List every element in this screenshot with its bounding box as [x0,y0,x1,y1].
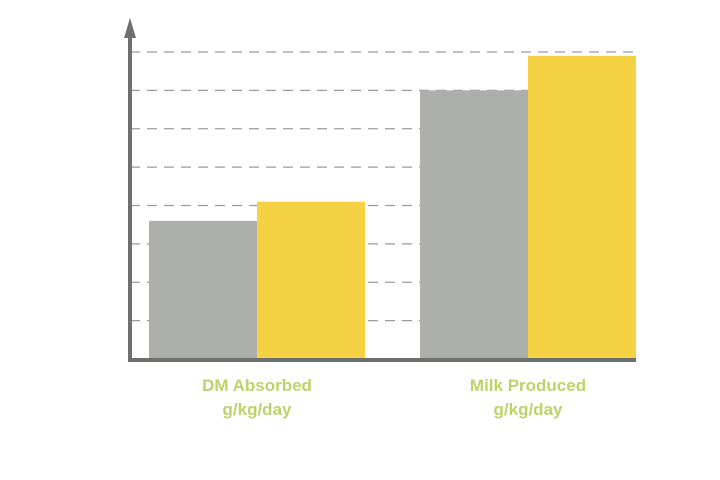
category-label-0-line-0: DM Absorbed [202,376,312,395]
category-labels: DM Absorbed g/kg/day Milk Produced g/kg/day [202,376,586,419]
bar-1-series-1 [528,55,636,360]
category-label-0-line-1: g/kg/day [223,400,293,419]
bars [149,55,636,360]
bar-0-series-1 [257,201,365,359]
y-axis-arrow-icon [124,18,136,38]
bar-1-series-0 [420,90,528,359]
bar-0-series-0 [149,220,257,359]
category-label-1-line-1: g/kg/day [494,400,564,419]
axes [124,18,636,362]
category-label-1-line-0: Milk Produced [470,376,586,395]
